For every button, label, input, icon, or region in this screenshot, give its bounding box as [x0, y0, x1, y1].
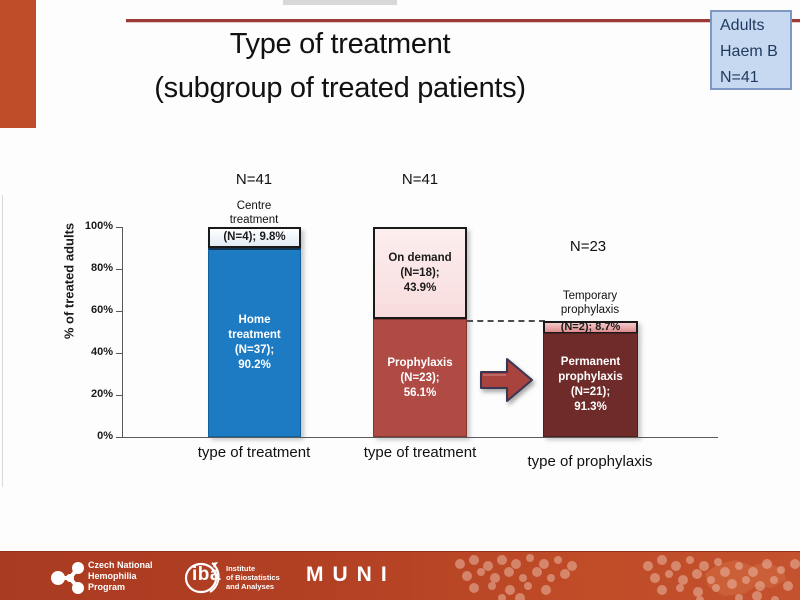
iba-circle-icon — [184, 562, 220, 594]
x-label-bar2: type of treatment — [363, 444, 477, 461]
y-tick-label: 0% — [97, 430, 113, 442]
y-tick — [116, 311, 122, 312]
y-tick — [116, 227, 122, 228]
y-tick-label: 100% — [84, 220, 113, 232]
bar-segment-home-treatment: Home treatment (N=37); 90.2% — [208, 248, 301, 437]
segment-value: Prophylaxis (N=23); 56.1% — [387, 356, 453, 399]
subset-arrow-icon — [480, 358, 533, 402]
x-label-bar1: type of treatment — [197, 444, 311, 461]
y-tick-label: 80% — [90, 262, 113, 274]
y-tick-label: 40% — [90, 346, 113, 358]
segment-value: (N=2); 8.7% — [560, 321, 621, 333]
y-axis-title: % of treated adults — [61, 222, 77, 340]
page-title: Type of treatment (subgroup of treated p… — [154, 28, 526, 104]
n-label-bar2: N=41 — [401, 171, 439, 188]
y-axis — [122, 227, 123, 438]
segment-value: Home treatment (N=37); 90.2% — [228, 314, 281, 371]
bar-segment-on-demand: On demand (N=18); 43.9% — [373, 227, 467, 319]
cnhp-molecule-icon — [51, 562, 84, 594]
accent-bar — [0, 0, 36, 128]
iba-wordmark: iba — [192, 564, 221, 585]
footer-band: Czech National Hemophilia Program iba In… — [0, 551, 800, 600]
bar-segment-centre-treatment: (N=4); 9.8% — [208, 227, 301, 248]
segment-value: On demand (N=18); 43.9% — [388, 251, 452, 294]
n-label-bar1: N=41 — [235, 171, 273, 188]
title-rule — [126, 19, 800, 22]
y-tick — [116, 269, 122, 270]
cnhp-logo-text: Czech National Hemophilia Program — [88, 560, 153, 592]
y-tick — [116, 353, 122, 354]
top-gray-strip — [283, 0, 397, 5]
left-edge-line — [2, 195, 3, 487]
segment-value: (N=4); 9.8% — [223, 231, 286, 243]
segment-label-temporary-prophylaxis: Temporary prophylaxis — [560, 290, 620, 316]
iba-logo: iba Institute of Biostatistics and Analy… — [182, 559, 302, 595]
x-axis — [122, 437, 718, 438]
dashed-connector-line — [467, 320, 545, 322]
y-tick-label: 60% — [90, 304, 113, 316]
y-tick-label: 20% — [90, 388, 113, 400]
y-tick — [116, 437, 122, 438]
iba-institute-text: Institute of Biostatistics and Analyses — [226, 564, 280, 591]
bar-segment-temporary-prophylaxis: (N=2); 8.7% — [543, 321, 638, 333]
n-label-bar3: N=23 — [569, 238, 607, 255]
cohort-info-box: Adults Haem B N=41 — [710, 10, 792, 90]
muni-wordmark: MUNI — [306, 563, 396, 586]
bar-segment-permanent-prophylaxis: Permanent prophylaxis (N=21); 91.3% — [543, 333, 638, 437]
bar-segment-prophylaxis: Prophylaxis (N=23); 56.1% — [373, 319, 467, 437]
segment-label-centre-treatment: Centre treatment — [229, 200, 279, 226]
segment-value: Permanent prophylaxis (N=21); 91.3% — [558, 356, 623, 413]
footer-decor-pattern — [455, 554, 800, 600]
x-label-bar3: type of prophylaxis — [527, 453, 653, 470]
y-tick — [116, 395, 122, 396]
